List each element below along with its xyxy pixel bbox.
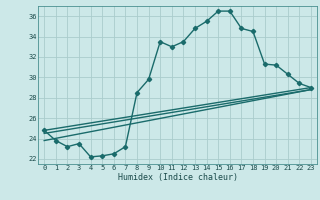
X-axis label: Humidex (Indice chaleur): Humidex (Indice chaleur) [118, 173, 238, 182]
